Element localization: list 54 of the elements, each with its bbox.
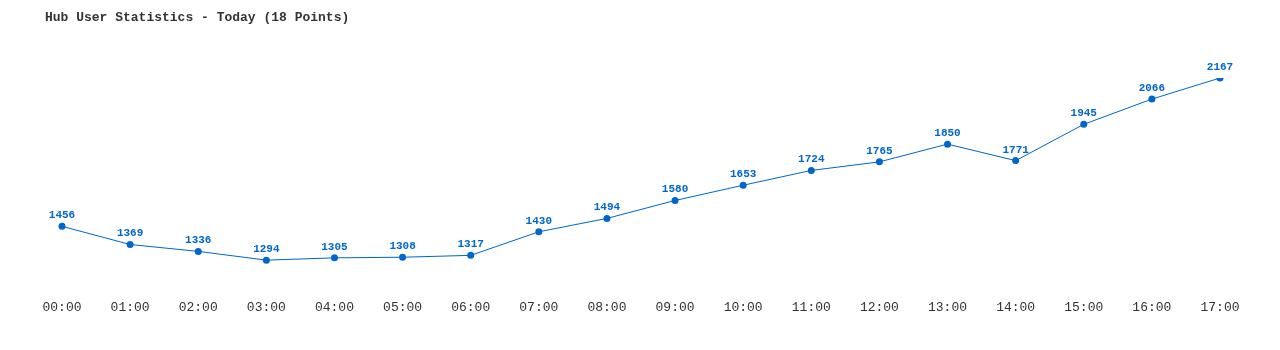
point — [875, 158, 883, 166]
data-label: 1294 — [253, 243, 280, 256]
point — [399, 253, 407, 261]
data-label: 1580 — [661, 183, 689, 196]
x-tick-label: 15:00 — [1064, 300, 1104, 316]
data-label: 1765 — [866, 144, 894, 157]
x-tick-label: 03:00 — [246, 300, 286, 316]
data-label: 1308 — [389, 240, 417, 253]
point — [671, 196, 679, 204]
point — [1148, 95, 1156, 103]
point — [262, 256, 270, 264]
x-tick-label: 08:00 — [587, 300, 627, 316]
x-tick-label: 13:00 — [928, 300, 968, 316]
x-tick-label: 14:00 — [996, 300, 1036, 316]
x-tick-label: 05:00 — [383, 300, 423, 316]
x-tick-label: 00:00 — [42, 300, 82, 316]
data-label: 1456 — [48, 209, 76, 222]
data-label: 1653 — [729, 168, 757, 181]
point — [126, 241, 134, 248]
data-label: 1336 — [185, 234, 212, 247]
point — [467, 251, 475, 259]
x-tick-label: 17:00 — [1200, 300, 1240, 316]
point — [1080, 120, 1088, 128]
chart-title: Hub User Statistics - Today (18 Points) — [45, 10, 350, 25]
x-tick-label: 06:00 — [451, 300, 491, 316]
x-tick-label: 11:00 — [791, 300, 831, 316]
x-tick-label: 01:00 — [110, 300, 150, 316]
x-tick-label: 02:00 — [178, 300, 218, 316]
x-tick-label: 10:00 — [723, 300, 763, 316]
x-tick-label: 07:00 — [519, 300, 559, 316]
data-label: 1369 — [116, 227, 144, 240]
data-label: 1305 — [321, 240, 349, 253]
data-label: 1494 — [593, 201, 621, 214]
data-label: 1945 — [1070, 107, 1098, 120]
point — [739, 181, 747, 189]
point — [807, 166, 815, 174]
data-label: 1850 — [934, 127, 961, 140]
data-label: 1430 — [525, 214, 553, 227]
x-tick-label: 12:00 — [859, 300, 899, 316]
point — [535, 228, 543, 236]
data-label: 1724 — [798, 153, 825, 166]
point — [603, 214, 611, 222]
point — [1012, 157, 1020, 165]
data-label: 1317 — [457, 238, 484, 251]
point — [58, 222, 66, 230]
point — [194, 247, 202, 255]
x-tick-label: 16:00 — [1132, 300, 1172, 316]
data-label: 2066 — [1138, 82, 1166, 95]
data-label: 2167 — [1206, 61, 1234, 73]
x-tick-label: 09:00 — [655, 300, 695, 316]
point — [330, 254, 338, 262]
data-label: 1771 — [1002, 143, 1030, 156]
point — [944, 140, 952, 148]
x-tick-label: 04:00 — [314, 300, 354, 316]
